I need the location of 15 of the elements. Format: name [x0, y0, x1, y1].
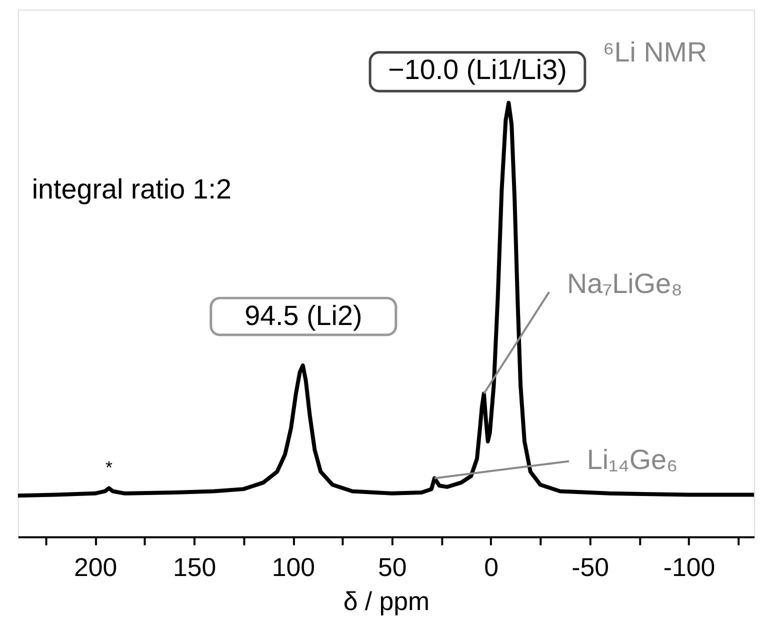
x-tick-label: 150 — [172, 554, 216, 582]
annotation: integral ratio 1:2 — [32, 174, 232, 205]
x-tick-label: 100 — [272, 554, 316, 582]
annotation: Li₁₄Ge₆ — [586, 444, 678, 476]
annotation: 94.5 (Li2) — [244, 300, 362, 331]
text: ⁶Li NMR — [602, 36, 708, 68]
annotation: −10.0 (Li1/Li3) — [388, 54, 567, 86]
x-axis-title: δ / ppm — [343, 588, 430, 616]
annotation: Na₇LiGe₈ — [567, 268, 683, 300]
x-tick-label: 200 — [74, 554, 118, 582]
x-tick-label: -100 — [663, 554, 716, 582]
x-tick-label: -50 — [572, 554, 609, 582]
x-tick-label: 0 — [484, 554, 499, 582]
x-tick-label: 50 — [378, 554, 407, 582]
annotation: * — [105, 457, 112, 478]
